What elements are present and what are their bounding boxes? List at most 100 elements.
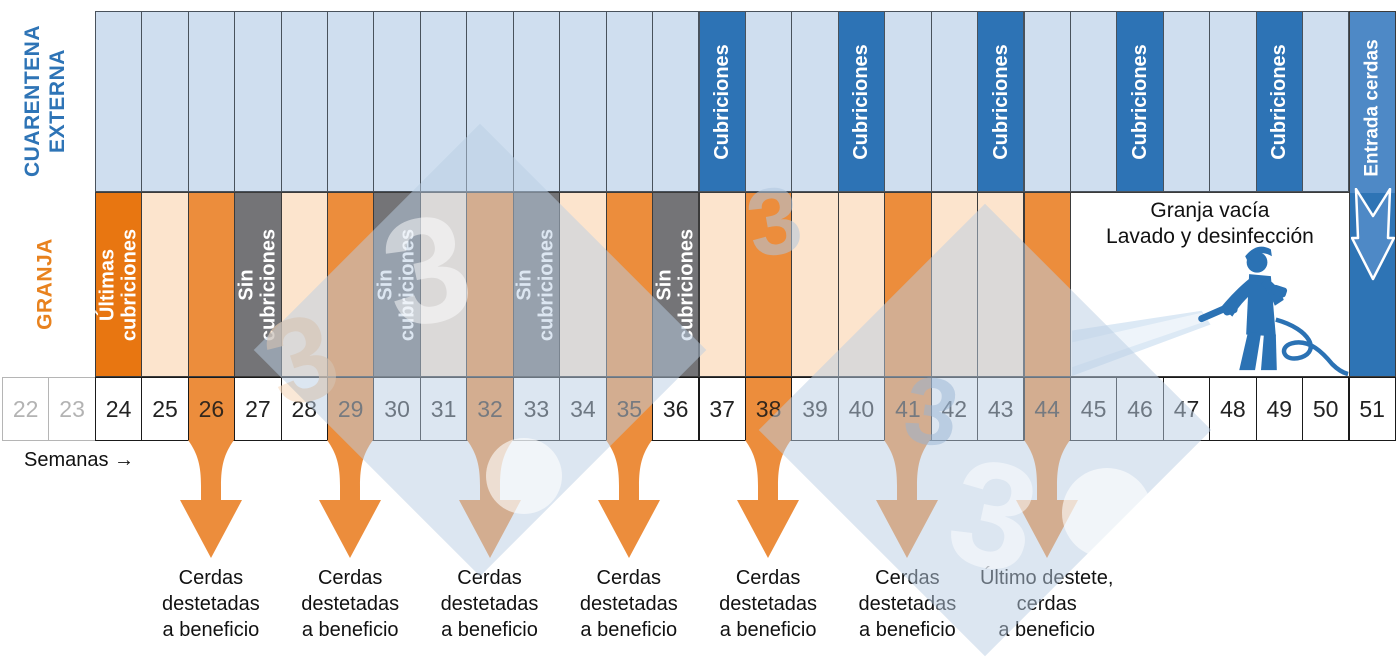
quarantine-cubriciones-week-46: Cubriciones	[1116, 11, 1164, 192]
week-number: 27	[245, 395, 271, 422]
quarantine-week-42	[930, 11, 978, 192]
cubriciones-label: Cubriciones	[1128, 43, 1151, 160]
week-cell-29: 29	[327, 377, 375, 441]
week-cell-43: 43	[977, 377, 1025, 441]
farm-rest-week-42	[930, 192, 978, 377]
week-number: 28	[291, 395, 318, 422]
quarantine-week-38	[744, 11, 793, 192]
week-cell-32: 32	[466, 377, 514, 441]
week-number: 37	[709, 395, 735, 422]
week-cell-45: 45	[1069, 377, 1118, 441]
week-cell-50: 50	[1302, 377, 1350, 441]
week-number: 46	[1127, 395, 1153, 422]
no-breedings-label: Sin cubriciones	[235, 228, 280, 341]
quarantine-entry-column: Entrada cerdas	[1348, 11, 1396, 377]
quarantine-week-28	[280, 11, 328, 192]
quarantine-week-29	[327, 11, 375, 192]
week-number: 45	[1080, 395, 1107, 422]
quarantine-week-33	[512, 11, 561, 192]
week-cell-24: 24	[94, 377, 143, 441]
week-cell-42: 42	[930, 377, 978, 441]
last-breedings-label: Últimas cubriciones	[96, 228, 141, 341]
farm-weaning-week-41	[884, 192, 932, 377]
quarantine-cubriciones-week-49: Cubriciones	[1255, 11, 1303, 192]
week-number: 30	[384, 395, 410, 422]
farm-rest-week-31	[419, 192, 468, 377]
week-cell-41: 41	[884, 377, 932, 441]
week-number: 34	[570, 395, 596, 422]
farm-rest-week-40	[837, 192, 886, 377]
week-number: 35	[616, 395, 643, 422]
week-number: 39	[802, 395, 828, 422]
week-cell-47: 47	[1162, 377, 1211, 441]
week-number: 44	[1034, 395, 1060, 422]
week-number: 40	[848, 395, 875, 422]
farm-rest-week-25	[141, 192, 189, 377]
cubriciones-label: Cubriciones	[710, 43, 733, 160]
quarantine-row-label: CUARENTENA EXTERNA	[20, 25, 69, 177]
wean-down-arrow-icon	[733, 440, 803, 562]
farm-rest-week-37	[698, 192, 746, 377]
week-number: 29	[337, 395, 364, 422]
quarantine-week-32	[466, 11, 514, 192]
week-cell-37: 37	[698, 377, 746, 441]
farm-rest-week-28	[280, 192, 328, 377]
quarantine-week-48	[1209, 11, 1257, 192]
week-number: 22	[12, 395, 39, 422]
farm-last-breedings-week-24: Últimas cubriciones	[94, 192, 143, 377]
week-cell-33: 33	[512, 377, 561, 441]
quarantine-week-44	[1023, 11, 1071, 192]
week-number: 49	[1266, 395, 1293, 422]
farm-row-label: GRANJA	[33, 238, 57, 330]
week-number: 23	[59, 395, 85, 422]
week-cell-22: 22	[2, 377, 50, 441]
week-cell-31: 31	[419, 377, 468, 441]
farm-weaning-week-35	[605, 192, 653, 377]
week-number: 31	[430, 395, 457, 422]
wean-down-arrow-icon	[1012, 440, 1082, 562]
farm-weaning-week-26	[187, 192, 236, 377]
farm-weaning-week-38	[744, 192, 793, 377]
farm-no-breedings-week-36: Sin cubriciones	[652, 192, 700, 377]
farm-rest-week-43	[977, 192, 1025, 377]
quarantine-week-36	[652, 11, 700, 192]
week-number: 51	[1359, 395, 1385, 422]
week-cell-35: 35	[605, 377, 653, 441]
week-number: 36	[662, 395, 689, 422]
week-cell-44: 44	[1023, 377, 1071, 441]
farm-weaning-week-44	[1023, 192, 1071, 377]
quarantine-cubriciones-week-43: Cubriciones	[977, 11, 1025, 192]
quarantine-week-35	[605, 11, 653, 192]
quarantine-cubriciones-week-40: Cubriciones	[837, 11, 886, 192]
week-cell-40: 40	[837, 377, 886, 441]
farm-no-breedings-week-30: Sin cubriciones	[373, 192, 421, 377]
week-number: 41	[895, 395, 921, 422]
week-cell-26: 26	[187, 377, 236, 441]
cubriciones-label: Cubriciones	[850, 43, 873, 160]
week-cell-27: 27	[234, 377, 282, 441]
week-cell-25: 25	[141, 377, 189, 441]
quarantine-cubriciones-week-37: Cubriciones	[698, 11, 746, 192]
week-cell-28: 28	[280, 377, 328, 441]
farm-empty-cell: Granja vacía Lavado y desinfección	[1069, 192, 1350, 377]
entry-label: Entrada cerdas	[1361, 39, 1383, 177]
quarantine-week-27	[234, 11, 282, 192]
week-cell-38: 38	[744, 377, 793, 441]
week-cell-36: 36	[652, 377, 700, 441]
week-cell-39: 39	[791, 377, 839, 441]
hose	[1275, 317, 1349, 376]
week-cell-51: 51	[1348, 377, 1396, 441]
quarantine-week-41	[884, 11, 932, 192]
week-cell-30: 30	[373, 377, 421, 441]
farm-weaning-week-32	[466, 192, 514, 377]
cubriciones-label: Cubriciones	[1268, 43, 1291, 160]
down-arrow-icon	[1350, 188, 1395, 281]
quarantine-week-39	[791, 11, 839, 192]
weeks-axis-label: Semanas →	[24, 449, 135, 471]
wean-down-arrow-icon	[872, 440, 942, 562]
no-breedings-label: Sin cubriciones	[374, 228, 420, 341]
no-breedings-label: Sin cubriciones	[653, 228, 698, 341]
wean-event-label: Cerdas destetadas a beneficio	[161, 567, 260, 641]
quarantine-week-45	[1069, 11, 1118, 192]
